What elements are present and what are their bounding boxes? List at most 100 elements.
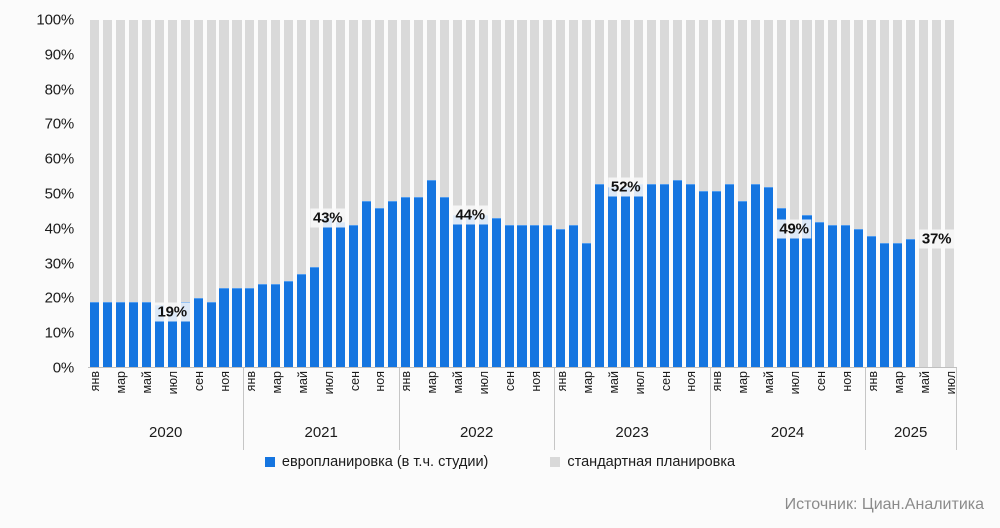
- bar-column[interactable]: [841, 20, 851, 368]
- bar-column[interactable]: [854, 20, 864, 368]
- bar-column[interactable]: [893, 20, 903, 368]
- bar-segment-euro: [504, 225, 514, 368]
- bar-column[interactable]: [193, 20, 203, 368]
- bar-column[interactable]: [413, 20, 423, 368]
- bar-segment-standard: [102, 20, 112, 302]
- bar-column[interactable]: [932, 20, 942, 368]
- x-axis-month-tick: июл: [632, 371, 647, 395]
- data-label: 49%: [776, 219, 812, 239]
- bar-column[interactable]: [763, 20, 773, 368]
- bar-segment-euro: [232, 287, 242, 368]
- bar-column[interactable]: [271, 20, 281, 368]
- x-axis-month-tick: ноя: [528, 371, 543, 392]
- bar-column[interactable]: [426, 20, 436, 368]
- bar-column[interactable]: [258, 20, 268, 368]
- bar-column[interactable]: [284, 20, 294, 368]
- bar-column[interactable]: [711, 20, 721, 368]
- bar-column[interactable]: [750, 20, 760, 368]
- legend-item[interactable]: европланировка (в т.ч. студии): [264, 454, 488, 470]
- bar-column[interactable]: [349, 20, 359, 368]
- bar-column[interactable]: [219, 20, 229, 368]
- bar-segment-euro: [362, 200, 372, 368]
- y-axis-tick: 80%: [44, 81, 75, 99]
- bar-column[interactable]: [724, 20, 734, 368]
- year-separator: [243, 368, 245, 450]
- bar-column[interactable]: [543, 20, 553, 368]
- bar-column[interactable]: [362, 20, 372, 368]
- bar-column[interactable]: [336, 20, 346, 368]
- bar-column[interactable]: [297, 20, 307, 368]
- bar-segment-euro: [491, 218, 501, 368]
- bar-segment-euro: [880, 242, 890, 368]
- bar-column[interactable]: [180, 20, 190, 368]
- bar-column[interactable]: [789, 20, 799, 368]
- bar-column[interactable]: [659, 20, 670, 368]
- y-axis-tick: 20%: [44, 289, 75, 307]
- bar-column[interactable]: [400, 20, 410, 368]
- x-axis-baseline: [88, 367, 957, 368]
- bar-column[interactable]: [698, 20, 708, 368]
- bar-column[interactable]: [906, 20, 916, 368]
- bar-column[interactable]: [452, 20, 462, 368]
- bar-segment-euro: [802, 214, 812, 368]
- bar-segment-standard: [310, 20, 320, 268]
- bar-segment-standard: [89, 20, 99, 302]
- bar-segment-euro: [89, 301, 99, 368]
- x-axis-year-label: 2021: [304, 424, 338, 441]
- bar-column[interactable]: [685, 20, 695, 368]
- bar-column[interactable]: [776, 20, 786, 368]
- bar-column[interactable]: [530, 20, 540, 368]
- x-axis-month-tick: сен: [347, 371, 362, 392]
- x-axis-year-label: 2025: [893, 424, 928, 441]
- bar-column[interactable]: [582, 20, 592, 368]
- bar-column[interactable]: [245, 20, 255, 368]
- y-axis-tick: 30%: [44, 255, 75, 273]
- bar-segment-standard: [413, 20, 423, 198]
- legend-item[interactable]: стандартная планировка: [550, 454, 735, 470]
- bar-column[interactable]: [737, 20, 747, 368]
- x-axis-month-tick: янв: [554, 371, 569, 392]
- bar-column[interactable]: [115, 20, 125, 368]
- bar-segment-euro: [672, 180, 682, 368]
- bar-segment-standard: [271, 20, 281, 285]
- x-axis-month-tick: июл: [321, 371, 336, 395]
- bar-column[interactable]: [647, 20, 657, 368]
- bar-column[interactable]: [374, 20, 385, 368]
- bar-column[interactable]: [323, 20, 333, 368]
- data-label: 19%: [154, 302, 190, 322]
- bar-column[interactable]: [919, 20, 929, 368]
- bar-column[interactable]: [595, 20, 605, 368]
- bar-segment-euro: [439, 197, 449, 368]
- x-axis-month-tick: май: [295, 371, 310, 394]
- bar-column[interactable]: [867, 20, 877, 368]
- bar-column[interactable]: [232, 20, 242, 368]
- bar-column[interactable]: [128, 20, 138, 368]
- bar-segment-euro: [906, 239, 916, 368]
- y-axis-tick: 100%: [36, 11, 74, 29]
- bar-column[interactable]: [517, 20, 527, 368]
- bar-column[interactable]: [569, 20, 579, 368]
- bar-column[interactable]: [387, 20, 397, 368]
- bar-column[interactable]: [141, 20, 151, 368]
- bar-column[interactable]: [880, 20, 890, 368]
- bar-column[interactable]: [504, 20, 514, 368]
- x-axis-month-tick: май: [606, 371, 621, 394]
- bar-column[interactable]: [815, 20, 825, 368]
- bar-column[interactable]: [478, 20, 488, 368]
- bar-column[interactable]: [465, 20, 475, 368]
- y-axis-tick: 0%: [52, 359, 74, 377]
- bar-column[interactable]: [310, 20, 320, 368]
- bar-column[interactable]: [102, 20, 112, 368]
- bar-column[interactable]: [439, 20, 449, 368]
- x-axis-month-tick: мар: [114, 371, 129, 394]
- bar-column[interactable]: [556, 20, 566, 368]
- bar-segment-standard: [724, 20, 734, 184]
- bar-column[interactable]: [944, 20, 955, 368]
- bar-column[interactable]: [802, 20, 812, 368]
- bar-column[interactable]: [828, 20, 838, 368]
- bar-column[interactable]: [206, 20, 216, 368]
- bar-segment-euro: [621, 187, 631, 368]
- bar-column[interactable]: [491, 20, 501, 368]
- bar-column[interactable]: [672, 20, 682, 368]
- bar-column[interactable]: [89, 20, 99, 368]
